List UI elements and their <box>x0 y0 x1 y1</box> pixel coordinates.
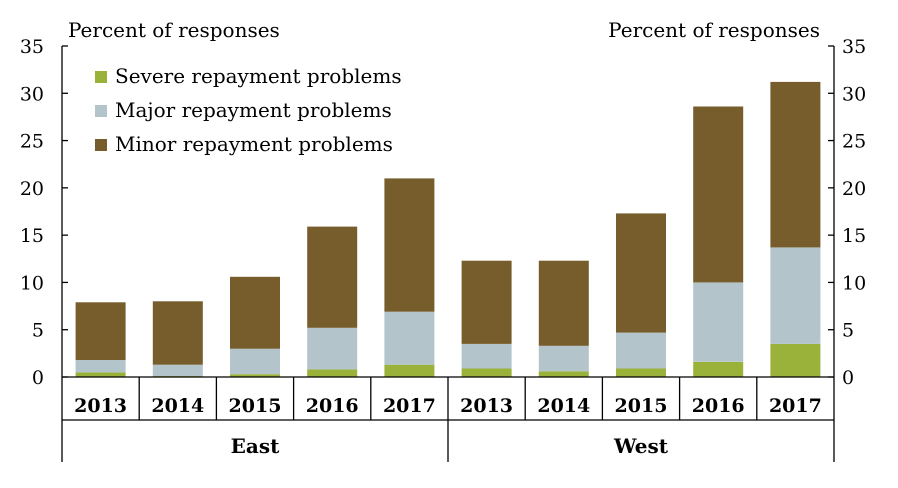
bar-segment-1-8 <box>616 368 666 377</box>
bars-layer <box>75 81 821 377</box>
legend-swatch-2 <box>95 105 107 117</box>
legend-swatch-3 <box>95 139 107 151</box>
left-tick-label: 30 <box>20 83 44 105</box>
bar-segment-2-6 <box>461 343 512 369</box>
group-label-2: West <box>613 434 669 458</box>
legend-swatch-1 <box>95 71 107 83</box>
left-axis-unit-label: Percent of responses <box>68 18 280 42</box>
bar-segment-1-9 <box>693 361 744 377</box>
ticks-layer: 0 0 5 5 10 10 15 15 20 20 25 25 30 30 35 35 <box>20 36 866 389</box>
bar-segment-2-1 <box>75 360 126 373</box>
category-label: 2015 <box>229 395 282 417</box>
category-label: 2014 <box>151 395 204 417</box>
category-label: 2013 <box>74 395 127 417</box>
category-label: 2015 <box>615 395 668 417</box>
category-label: 2017 <box>769 395 822 417</box>
right-axis-unit-label: Percent of responses <box>608 18 820 42</box>
bar-segment-3-5 <box>384 178 435 312</box>
legend-label-1: Severe repayment problems <box>115 64 402 88</box>
bar-segment-2-8 <box>616 332 666 369</box>
right-tick-label: 15 <box>842 225 866 247</box>
left-tick-label: 35 <box>20 36 44 58</box>
bar-segment-3-3 <box>230 276 280 349</box>
bar-segment-1-10 <box>770 343 821 377</box>
bar-segment-2-2 <box>152 364 203 376</box>
bar-segment-3-6 <box>461 260 512 344</box>
right-tick-label: 25 <box>842 131 866 153</box>
legend-label-2: Major repayment problems <box>115 98 392 122</box>
category-label: 2016 <box>692 395 745 417</box>
category-labels-layer: 2013 2014 2015 2016 2017 East 2013 2014 2015 2016… <box>74 395 822 458</box>
legend: Severe repayment problems Major repayment… <box>95 64 402 156</box>
bar-segment-3-9 <box>693 106 744 283</box>
category-label: 2016 <box>306 395 359 417</box>
bar-segment-2-10 <box>770 247 821 344</box>
left-tick-label: 15 <box>20 225 44 247</box>
right-tick-label: 35 <box>842 36 866 58</box>
category-label: 2013 <box>460 395 513 417</box>
left-tick-label: 25 <box>20 131 44 153</box>
bar-segment-1-4 <box>307 369 358 377</box>
left-tick-label: 10 <box>20 272 44 294</box>
right-tick-label: 0 <box>842 367 854 389</box>
bar-segment-3-7 <box>538 260 589 346</box>
right-tick-label: 10 <box>842 272 866 294</box>
bar-segment-1-7 <box>538 371 589 377</box>
bar-segment-2-4 <box>307 327 358 370</box>
bar-segment-3-10 <box>770 81 821 248</box>
group-label-1: East <box>231 434 280 458</box>
bar-segment-1-3 <box>230 374 280 377</box>
bar-segment-2-7 <box>538 345 589 372</box>
bar-segment-3-8 <box>616 213 666 333</box>
category-label: 2014 <box>537 395 590 417</box>
legend-label-3: Minor repayment problems <box>115 132 393 156</box>
bar-segment-1-1 <box>75 372 126 377</box>
axes-layer <box>61 46 835 462</box>
bar-segment-3-1 <box>75 302 126 360</box>
bar-segment-1-6 <box>461 368 512 377</box>
right-tick-label: 30 <box>842 83 866 105</box>
left-tick-label: 0 <box>32 367 44 389</box>
category-label: 2017 <box>383 395 436 417</box>
bar-segment-1-5 <box>384 364 435 377</box>
bar-segment-2-3 <box>230 348 280 375</box>
right-tick-label: 5 <box>842 320 854 342</box>
bar-segment-2-5 <box>384 311 435 365</box>
left-tick-label: 5 <box>32 320 44 342</box>
right-tick-label: 20 <box>842 178 866 200</box>
bar-segment-3-4 <box>307 226 358 328</box>
bar-segment-3-2 <box>152 301 203 365</box>
left-tick-label: 20 <box>20 178 44 200</box>
bar-segment-2-9 <box>693 282 744 362</box>
